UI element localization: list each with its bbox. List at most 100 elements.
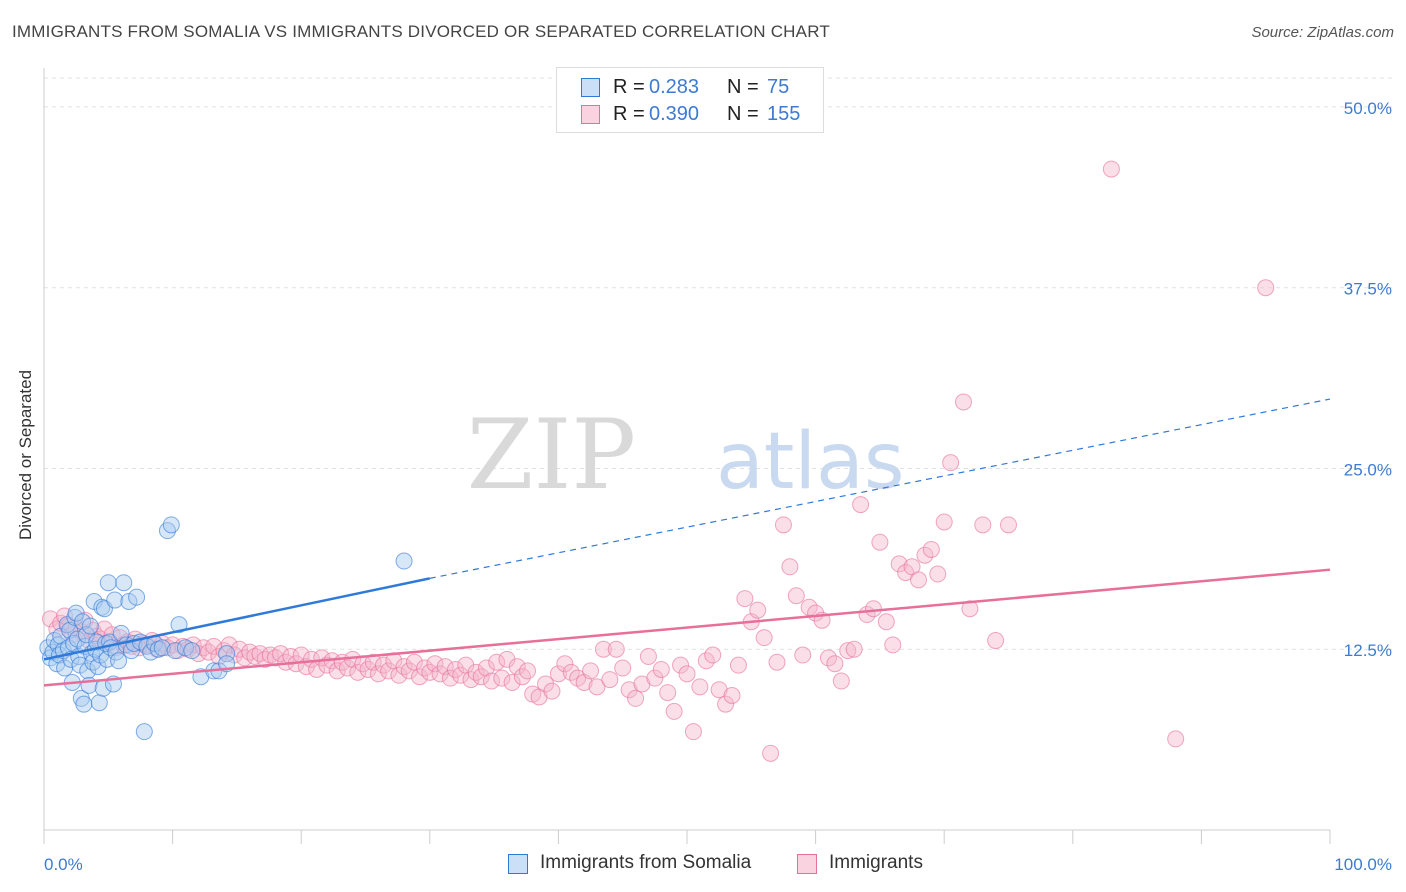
blue-point (106, 591, 124, 609)
x-tick-label: 100.0% (1334, 855, 1392, 874)
pink-point (390, 666, 408, 684)
blue-point (128, 588, 146, 606)
pink-point (787, 587, 805, 605)
pink-point (929, 565, 947, 583)
blue-point (395, 552, 413, 570)
legend-swatch-pink (581, 105, 600, 124)
pink-point (749, 601, 767, 619)
pink-point (852, 496, 870, 514)
pink-point (588, 678, 606, 696)
blue-point (115, 574, 133, 592)
x-tick-labels: 0.0% 100.0% (44, 855, 1392, 874)
pink-point (594, 640, 612, 658)
blue-point (153, 639, 171, 657)
y-tick-label: 12.5% (1344, 641, 1392, 660)
y-tick-label: 50.0% (1344, 99, 1392, 118)
n-value: 75 (767, 76, 790, 98)
blue-point (75, 695, 93, 713)
pink-point (659, 684, 677, 702)
blue-series-points (39, 516, 413, 741)
pink-point (755, 629, 773, 647)
blue-trend-line (43, 577, 431, 661)
pink-point (472, 668, 490, 686)
pink-point (691, 678, 709, 696)
pink-point (369, 665, 387, 683)
pink-point (800, 598, 818, 616)
blue-point (162, 516, 180, 534)
n-label: N = (727, 103, 759, 125)
pink-point (897, 564, 915, 582)
stats-legend: R = 0.283 N = 75 R = 0.390 N = 155 (556, 67, 824, 133)
pink-point (839, 642, 857, 660)
pink-point (1000, 516, 1017, 534)
pink-point (736, 590, 754, 608)
pink-point (935, 513, 953, 531)
pink-point (338, 659, 356, 677)
watermark-atlas: atlas (716, 417, 905, 507)
pink-point (819, 649, 837, 667)
pink-point (987, 632, 1005, 650)
pink-point (832, 672, 850, 690)
pink-point (614, 659, 632, 677)
blue-point (170, 616, 188, 634)
pink-point (639, 647, 657, 665)
pink-point (781, 558, 799, 576)
x-tick-label: 0.0% (44, 855, 83, 874)
pink-point (230, 640, 248, 658)
pink-point (537, 675, 555, 693)
pink-point (922, 540, 940, 558)
r-value: 0.390 (649, 103, 700, 125)
legend-swatch-pink (797, 854, 817, 874)
pink-point (441, 669, 459, 687)
blue-point (74, 613, 92, 631)
pink-point (652, 660, 670, 678)
watermark-zip: ZIP (467, 399, 636, 511)
pink-point (916, 546, 934, 564)
pink-point (41, 610, 59, 628)
pink-point (884, 636, 902, 654)
pink-point (477, 659, 495, 677)
r-label: R = (613, 103, 645, 125)
blue-point (67, 604, 85, 622)
pink-point (890, 555, 908, 573)
pink-point (1167, 730, 1185, 748)
blue-point (120, 593, 138, 611)
pink-point (974, 516, 992, 534)
n-label: N = (727, 76, 759, 98)
pink-point (768, 653, 786, 671)
trend-lines (43, 398, 1331, 687)
blue-point (135, 723, 153, 741)
pink-point (845, 640, 863, 658)
y-tick-label: 37.5% (1344, 280, 1392, 299)
watermark: ZIP atlas (467, 399, 905, 511)
blue-point (166, 642, 184, 660)
pink-point (601, 671, 619, 689)
pink-point (954, 393, 972, 411)
legend-swatch-blue (508, 854, 528, 874)
pink-point (678, 665, 696, 683)
pink-point (1257, 279, 1275, 297)
pink-point (942, 454, 960, 472)
pink-point (646, 669, 664, 687)
pink-point (549, 665, 567, 683)
y-tick-labels: 12.5% 25.0% 37.5% 50.0% (1344, 99, 1392, 660)
pink-series-points (41, 160, 1275, 762)
pink-point (909, 571, 927, 589)
blue-trend-extension (429, 398, 1331, 579)
pink-point (582, 662, 600, 680)
pink-point (380, 662, 398, 680)
pink-point (488, 653, 506, 671)
pink-trend-line (43, 568, 1331, 687)
pink-point (627, 689, 645, 707)
blue-point (218, 645, 236, 663)
n-value: 155 (767, 103, 801, 125)
pink-point (272, 645, 290, 663)
blue-point (79, 662, 97, 680)
pink-point (697, 652, 715, 670)
pink-point (729, 656, 747, 674)
pink-point (508, 658, 526, 676)
pink-point (871, 533, 889, 551)
chart-title: IMMIGRANTS FROM SOMALIA VS IMMIGRANTS DI… (12, 22, 830, 41)
pink-point (493, 669, 511, 687)
pink-point (1102, 160, 1120, 178)
